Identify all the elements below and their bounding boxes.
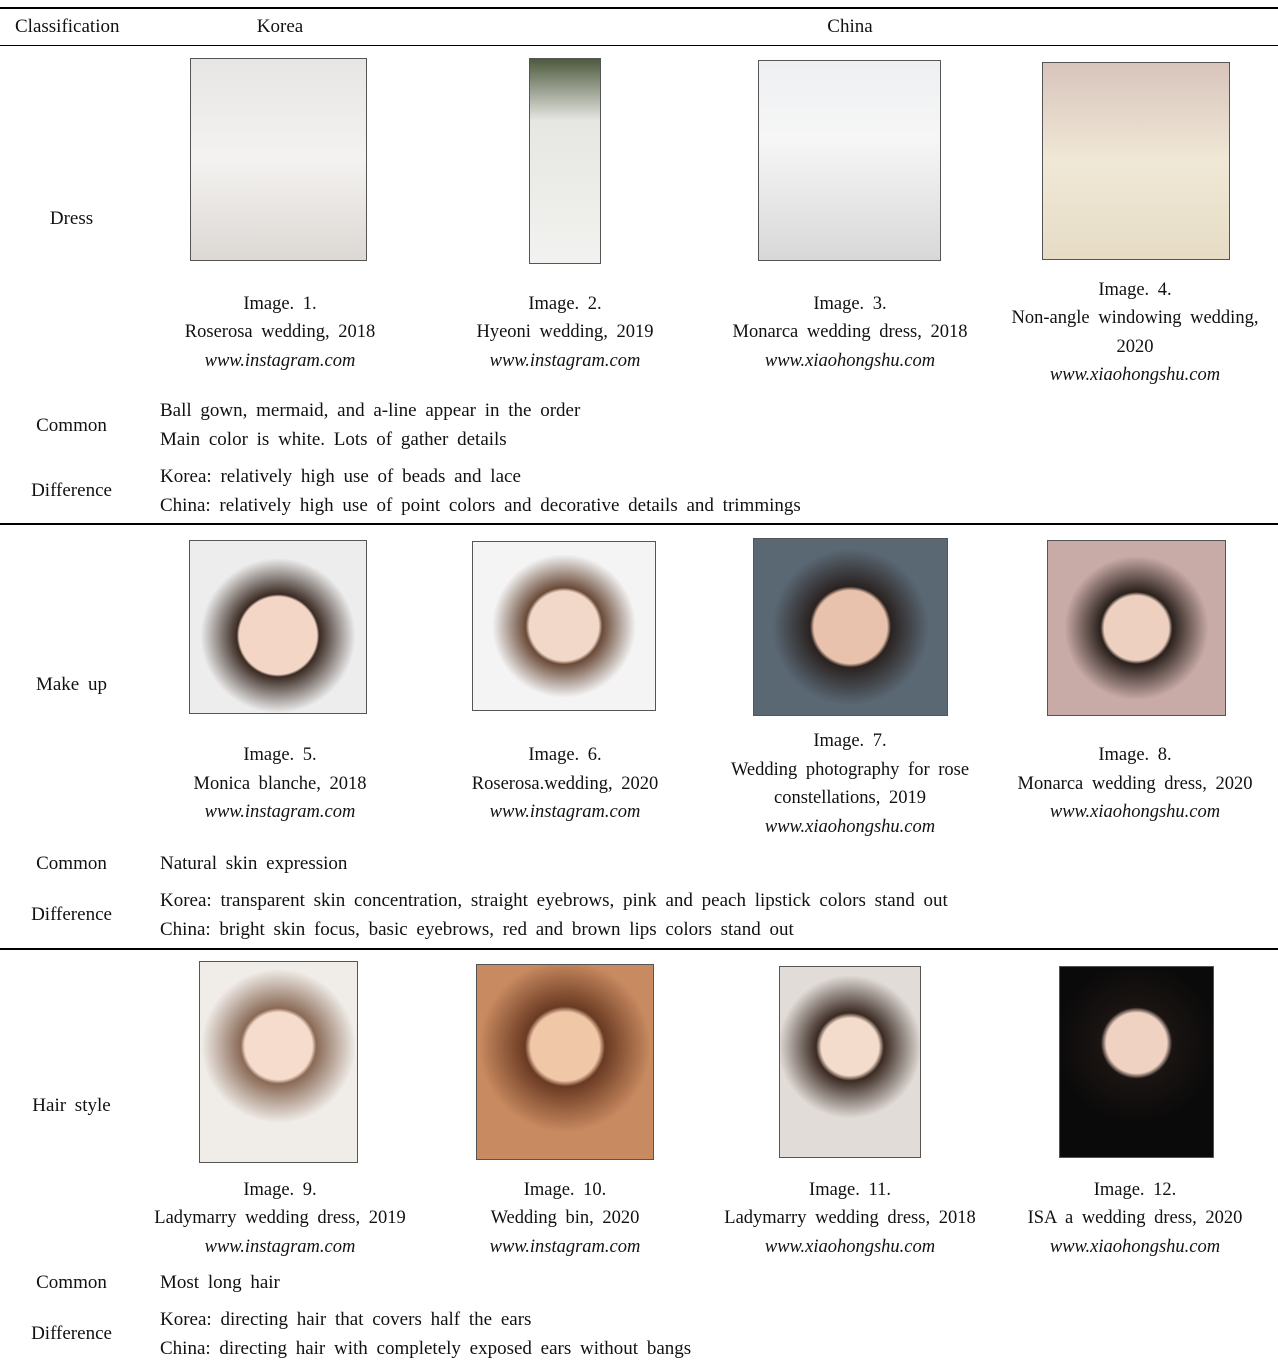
caption-url: www.xiaohongshu.com — [764, 1236, 936, 1257]
caption: Image. 12. ISA a wedding dress, 2020 www.x… — [993, 1175, 1277, 1262]
common-text: Ball gown, mermaid, and a-line appear in… — [160, 400, 581, 421]
section-rule — [0, 523, 1278, 525]
caption-title: Image. 6. — [528, 745, 602, 766]
caption-title: Image. 12. — [1093, 1179, 1177, 1200]
caption-url: www.instagram.com — [489, 802, 641, 823]
caption-source: Wedding photography for rose constellati… — [730, 759, 970, 809]
section-rule — [0, 948, 1278, 950]
photo — [1042, 62, 1230, 260]
difference-text: Korea: directing hair that covers half t… — [160, 1309, 532, 1330]
caption: Image. 1. Roserosa wedding, 2018 www.insta… — [138, 275, 422, 390]
caption-source: Hyeoni wedding, 2019 — [476, 322, 654, 343]
caption-url: www.xiaohongshu.com — [764, 350, 936, 371]
caption-source: Monarca wedding dress, 2020 — [1017, 773, 1253, 794]
photo — [1059, 966, 1214, 1158]
caption: Image. 7. Wedding photography for rose co… — [708, 728, 992, 840]
caption-source: Roserosa wedding, 2018 — [184, 322, 376, 343]
caption-title: Image. 8. — [1098, 745, 1172, 766]
common-label: Common — [36, 1272, 107, 1293]
caption-url: www.instagram.com — [204, 1236, 356, 1257]
caption-url: www.xiaohongshu.com — [1049, 1236, 1221, 1257]
caption-source: Non-angle windowing wedding, 2020 — [1011, 308, 1259, 357]
photo — [1047, 540, 1226, 716]
caption-source: ISA a wedding dress, 2020 — [1027, 1208, 1243, 1229]
difference-text: China: bright skin focus, basic eyebrows… — [160, 918, 794, 940]
caption-source: Monarca wedding dress, 2018 — [732, 322, 968, 343]
caption: Image. 3. Monarca wedding dress, 2018 www.… — [708, 275, 992, 390]
caption-url: www.instagram.com — [204, 802, 356, 823]
difference-text: Korea: transparent skin concentration, s… — [160, 890, 948, 911]
caption-title: Image. 2. — [528, 293, 602, 314]
caption: Image. 5. Monica blanche, 2018 www.instagr… — [138, 728, 422, 840]
photo — [753, 538, 948, 716]
caption-url: www.instagram.com — [489, 1236, 641, 1257]
header-classification: Classification — [15, 16, 120, 37]
difference-text: China: directing hair with completely ex… — [160, 1337, 692, 1359]
difference-label: Difference — [31, 904, 112, 925]
caption: Image. 2. Hyeoni wedding, 2019 www.instagr… — [423, 275, 707, 390]
caption-title: Image. 10. — [523, 1179, 607, 1200]
caption-source: Monica blanche, 2018 — [193, 773, 367, 794]
caption-url: www.xiaohongshu.com — [1049, 802, 1221, 823]
caption-source: Ladymarry wedding dress, 2019 — [154, 1208, 406, 1229]
photo — [190, 58, 367, 261]
caption-title: Image. 7. — [813, 731, 887, 751]
caption-title: Image. 3. — [813, 293, 887, 314]
caption: Image. 9. Ladymarry wedding dress, 2019 ww… — [138, 1175, 422, 1262]
caption: Image. 6. Roserosa.wedding, 2020 www.insta… — [423, 728, 707, 840]
header-korea: Korea — [256, 16, 304, 37]
header-rule — [0, 45, 1278, 46]
common-label: Common — [36, 853, 107, 874]
caption-url: www.xiaohongshu.com — [764, 816, 936, 837]
top-rule — [0, 7, 1278, 9]
difference-text: Korea: relatively high use of beads and … — [160, 466, 521, 487]
caption-url: www.instagram.com — [489, 350, 641, 371]
caption-url: www.instagram.com — [204, 350, 356, 371]
photo — [199, 961, 358, 1163]
caption-url: www.xiaohongshu.com — [1049, 365, 1221, 385]
caption: Image. 8. Monarca wedding dress, 2020 www.… — [993, 728, 1277, 840]
caption-title: Image. 11. — [809, 1179, 891, 1200]
difference-label: Difference — [31, 480, 112, 501]
common-text: Natural skin expression — [160, 853, 348, 874]
common-text: Most long hair — [160, 1272, 280, 1293]
section-label: Dress — [49, 208, 94, 229]
caption-source: Roserosa.wedding, 2020 — [471, 773, 659, 794]
photo — [476, 964, 654, 1160]
difference-label: Difference — [31, 1323, 112, 1344]
caption-source: Wedding bin, 2020 — [490, 1208, 640, 1229]
header-china: China — [827, 16, 873, 37]
photo — [472, 541, 656, 711]
caption-title: Image. 1. — [243, 293, 317, 314]
caption-title: Image. 9. — [243, 1179, 317, 1200]
caption-title: Image. 4. — [1098, 279, 1172, 300]
photo — [779, 966, 921, 1158]
common-text: Main color is white. Lots of gather deta… — [160, 428, 507, 450]
section-label: Hair style — [32, 1095, 111, 1116]
photo — [529, 58, 601, 264]
caption: Image. 4. Non-angle windowing wedding, 20… — [993, 275, 1277, 390]
caption-source: Ladymarry wedding dress, 2018 — [724, 1208, 976, 1229]
caption: Image. 11. Ladymarry wedding dress, 2018 w… — [708, 1175, 992, 1262]
caption-title: Image. 5. — [243, 745, 317, 766]
photo — [189, 540, 367, 714]
caption: Image. 10. Wedding bin, 2020 www.instagram… — [423, 1175, 707, 1262]
common-label: Common — [36, 415, 107, 436]
section-label: Make up — [35, 674, 107, 695]
photo — [758, 60, 941, 261]
difference-text: China: relatively high use of point colo… — [160, 494, 801, 516]
